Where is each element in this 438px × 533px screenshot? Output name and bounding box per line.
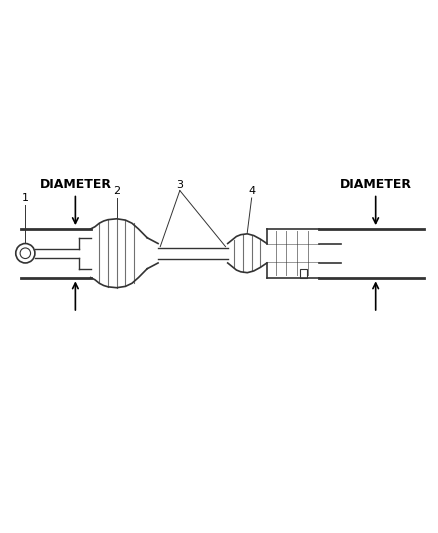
Bar (300, 269, 307, 278)
Text: 3: 3 (177, 180, 184, 190)
Text: 1: 1 (22, 193, 29, 203)
Text: 2: 2 (113, 187, 120, 196)
Text: DIAMETER: DIAMETER (39, 178, 111, 191)
Text: 4: 4 (248, 187, 255, 196)
Text: DIAMETER: DIAMETER (340, 178, 412, 191)
